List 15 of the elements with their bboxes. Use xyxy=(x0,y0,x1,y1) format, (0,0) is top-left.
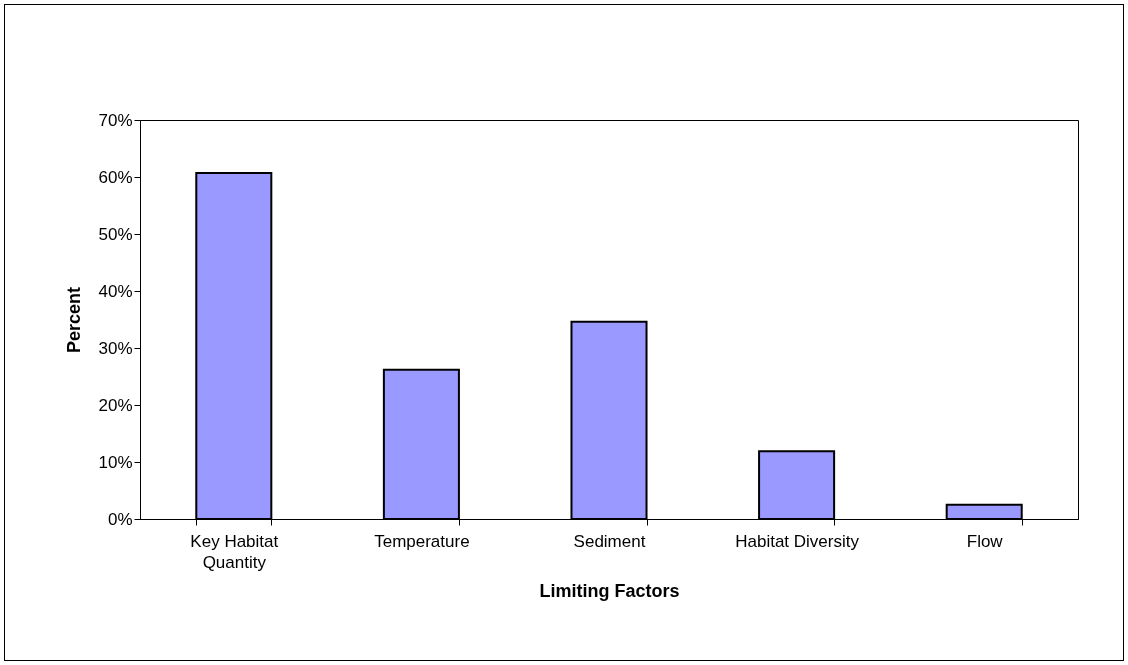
y-tick-label: 50% xyxy=(98,224,133,244)
y-tick-label: 10% xyxy=(98,452,133,472)
x-axis-title: Limiting Factors xyxy=(539,580,680,601)
y-tick-label: 0% xyxy=(107,509,133,529)
x-tick-label: Key Habitat Quantity xyxy=(190,531,279,572)
y-axis-title: Percent xyxy=(64,286,85,354)
y-tick-label: 20% xyxy=(98,395,133,415)
y-tick-label: 70% xyxy=(98,110,133,130)
x-tick-label: Sediment xyxy=(573,531,646,551)
x-tick-label: Habitat Diversity xyxy=(735,531,860,551)
y-tick-label: 60% xyxy=(98,167,133,187)
x-tick-label: Temperature xyxy=(374,531,470,551)
y-tick-label: 40% xyxy=(98,281,133,301)
x-tick-label: Flow xyxy=(966,531,1004,551)
y-tick-label: 30% xyxy=(98,338,133,358)
